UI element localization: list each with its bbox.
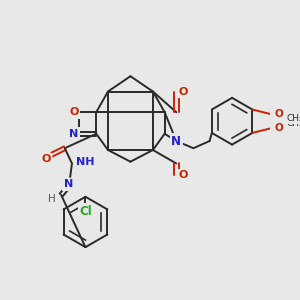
Text: H: H <box>48 194 56 205</box>
Text: N: N <box>64 179 73 189</box>
Text: N: N <box>171 134 181 148</box>
Text: O: O <box>179 86 188 97</box>
Text: N: N <box>69 129 78 139</box>
Text: O: O <box>275 109 284 119</box>
Text: NH: NH <box>76 157 95 167</box>
Text: O: O <box>69 107 79 117</box>
Text: CH₃: CH₃ <box>286 114 300 123</box>
Text: O: O <box>179 170 188 180</box>
Text: O: O <box>41 154 51 164</box>
Text: CH₃: CH₃ <box>286 119 300 128</box>
Text: Cl: Cl <box>79 205 92 218</box>
Text: O: O <box>275 123 284 134</box>
